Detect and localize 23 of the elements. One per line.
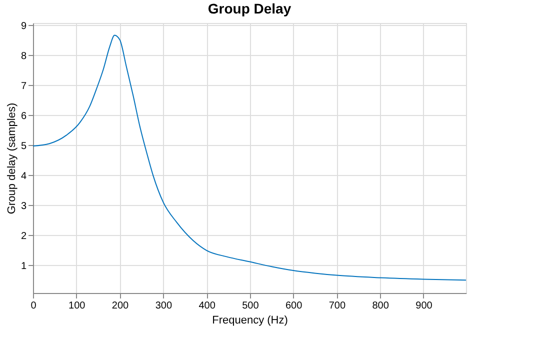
x-tick-label: 200 — [112, 300, 130, 312]
y-tick-label: 7 — [20, 80, 27, 92]
y-tick-label: 6 — [20, 110, 27, 122]
y-tick-label: 1 — [20, 260, 27, 272]
x-tick-label: 300 — [155, 300, 172, 312]
y-axis-title: Group delay (samples) — [6, 102, 18, 214]
x-tick-label: 800 — [372, 300, 390, 312]
line-series — [32, 34, 466, 281]
x-tick-label: 700 — [328, 300, 346, 312]
x-tick-label: 0 — [30, 300, 37, 312]
x-tick-label: 900 — [416, 300, 433, 312]
x-tick-label: 100 — [68, 300, 86, 312]
y-tick-label: 9 — [20, 20, 27, 32]
x-tick-label: 600 — [285, 300, 303, 312]
x-tick-label: 500 — [242, 300, 260, 312]
y-tick-label: 3 — [20, 200, 27, 212]
y-tick-label: 2 — [20, 230, 27, 242]
y-tick-label: 5 — [20, 140, 27, 152]
chart-title: Group Delay — [208, 0, 292, 16]
y-tick-label: 8 — [20, 50, 27, 62]
x-tick-label: 400 — [198, 300, 216, 312]
x-axis-title: Frequency (Hz) — [212, 314, 288, 326]
y-tick-label: 4 — [20, 170, 27, 182]
